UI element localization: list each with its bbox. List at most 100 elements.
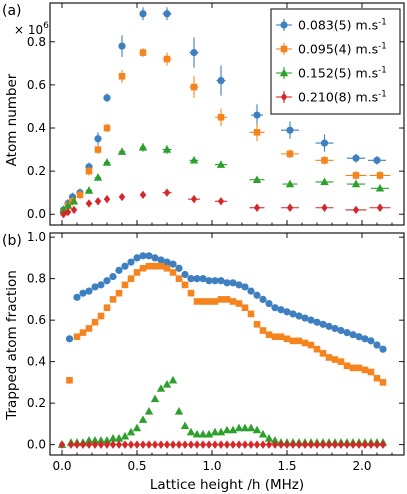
data-point xyxy=(157,440,165,449)
data-point xyxy=(343,362,351,370)
y-tick-label: 0.6 xyxy=(27,78,46,92)
data-point xyxy=(301,339,309,347)
data-point xyxy=(252,425,262,434)
data-point xyxy=(103,440,111,449)
data-point xyxy=(139,190,147,200)
data-point xyxy=(379,440,387,449)
data-point xyxy=(216,427,226,436)
data-point xyxy=(175,264,183,272)
data-point xyxy=(283,335,291,343)
data-point xyxy=(216,160,226,168)
data-point xyxy=(320,139,329,147)
data-point xyxy=(286,150,294,158)
data-point xyxy=(79,440,87,449)
panel-b-frame xyxy=(49,232,405,456)
data-point xyxy=(373,156,381,164)
panel-b-ylabel: Trapped atom fraction xyxy=(4,270,20,421)
data-point xyxy=(223,279,231,287)
data-point xyxy=(367,440,375,449)
panel-a-scale-label: × 106 xyxy=(14,21,49,37)
data-point xyxy=(375,183,385,192)
data-point xyxy=(151,254,159,262)
data-point xyxy=(103,94,111,102)
data-point xyxy=(235,440,243,449)
panel-a-label: (a) xyxy=(2,3,22,19)
data-point xyxy=(211,277,219,285)
data-point xyxy=(79,289,87,297)
series-2 xyxy=(59,143,389,214)
data-point xyxy=(90,436,100,444)
data-point xyxy=(118,42,126,50)
data-point xyxy=(228,425,238,434)
data-point xyxy=(352,154,360,162)
data-point xyxy=(235,281,243,289)
data-point xyxy=(168,375,178,384)
data-point xyxy=(241,440,249,449)
data-point xyxy=(94,197,102,206)
data-point xyxy=(102,436,112,444)
data-point xyxy=(367,368,375,376)
data-point xyxy=(156,384,166,392)
legend-label: 0.152(5) m.s-1 xyxy=(298,66,387,81)
y-tick-label: 0.0 xyxy=(27,207,46,221)
data-point xyxy=(64,207,72,217)
y-tick-label: 0.4 xyxy=(27,355,46,369)
data-point xyxy=(163,264,171,272)
data-point xyxy=(192,429,202,438)
legend-marker xyxy=(280,92,288,102)
y-tick-label: 0.8 xyxy=(27,272,46,286)
data-point xyxy=(319,320,327,328)
data-point xyxy=(283,308,291,316)
data-point xyxy=(133,254,141,262)
data-point xyxy=(343,328,351,337)
data-point xyxy=(133,269,141,276)
data-point xyxy=(127,258,135,266)
data-point xyxy=(163,440,171,449)
data-point xyxy=(162,380,172,388)
data-point xyxy=(97,281,105,289)
data-point xyxy=(114,434,124,442)
data-point xyxy=(169,440,177,449)
data-point xyxy=(259,440,267,449)
data-point xyxy=(109,272,117,281)
data-point xyxy=(121,281,129,289)
data-point xyxy=(103,194,111,204)
data-point xyxy=(193,298,201,305)
data-point xyxy=(118,72,126,80)
data-point xyxy=(76,191,84,199)
data-point xyxy=(189,155,199,164)
panel-a-legend: 0.083(5) m.s-1 0.095(4) m.s-1 0.152(5) m.s… xyxy=(270,8,401,115)
series-1 xyxy=(66,262,387,386)
data-point xyxy=(361,335,369,343)
data-point xyxy=(259,327,267,334)
data-point xyxy=(175,440,183,449)
data-point xyxy=(186,427,196,436)
data-point xyxy=(145,262,153,270)
data-point xyxy=(84,436,94,444)
data-point xyxy=(337,326,345,335)
data-point xyxy=(139,49,147,56)
data-point xyxy=(235,300,243,307)
data-point xyxy=(79,329,87,336)
data-point xyxy=(301,440,309,449)
data-point xyxy=(331,440,339,449)
x-tick-label: 2.0 xyxy=(352,459,371,473)
data-point xyxy=(283,440,291,449)
legend-box xyxy=(270,8,401,115)
data-point xyxy=(97,312,105,320)
data-point xyxy=(157,262,165,270)
data-point xyxy=(241,304,249,311)
panel-a-ylabel: Atom number xyxy=(4,73,20,166)
data-point xyxy=(258,429,268,438)
data-point xyxy=(151,262,159,270)
data-point xyxy=(126,427,136,436)
data-point xyxy=(277,440,285,449)
data-point xyxy=(85,440,93,449)
data-point xyxy=(313,318,321,326)
data-point xyxy=(252,175,262,183)
data-point xyxy=(355,333,363,341)
data-point xyxy=(217,197,225,206)
data-point xyxy=(187,440,195,449)
data-point xyxy=(73,293,81,301)
y-tick-label: 0.4 xyxy=(27,121,46,135)
